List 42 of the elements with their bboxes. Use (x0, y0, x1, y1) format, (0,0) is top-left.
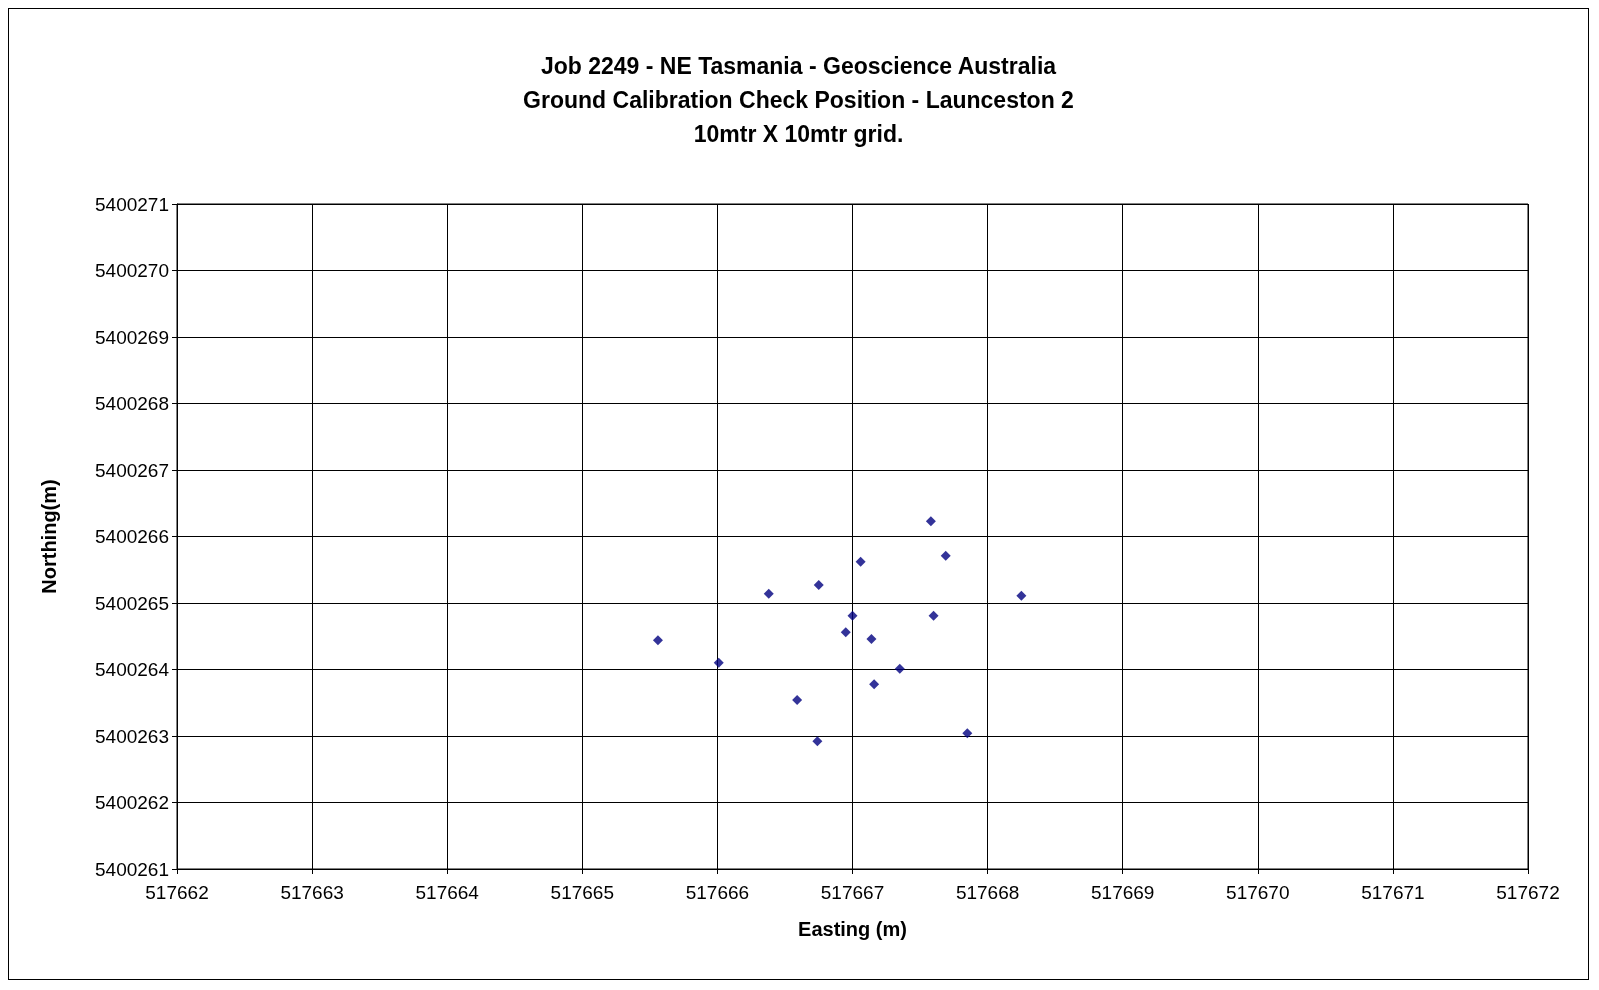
point (792, 695, 803, 706)
point (840, 627, 851, 638)
point (962, 728, 973, 739)
point (940, 550, 951, 561)
point (894, 663, 905, 674)
y-tick-label: 5400262 (95, 792, 169, 813)
point (925, 516, 936, 527)
point (652, 635, 663, 646)
y-axis-title: Northing(m) (38, 479, 60, 594)
point (812, 736, 823, 747)
x-tick-label: 517671 (1361, 882, 1425, 903)
y-tick-label: 5400267 (95, 459, 169, 481)
y-tick-label: 5400266 (95, 526, 169, 547)
point (928, 610, 939, 621)
x-tick-label: 517664 (415, 882, 480, 903)
point (713, 657, 724, 668)
point (763, 588, 774, 599)
y-tick-label: 5400271 (95, 193, 169, 215)
point (1016, 590, 1027, 601)
y-tick-label: 5400264 (95, 659, 170, 680)
y-tick-label: 5400261 (95, 858, 169, 880)
x-tick-label: 517668 (955, 882, 1020, 903)
point (855, 556, 866, 567)
x-tick-label: 517672 (1496, 882, 1560, 903)
y-tick-label: 5400270 (95, 260, 169, 281)
point (866, 633, 877, 644)
x-tick-label: 517670 (1226, 882, 1290, 903)
x-tick-label: 517665 (550, 882, 614, 903)
x-tick-label: 517669 (1091, 882, 1155, 903)
x-tick-label: 517667 (820, 882, 885, 903)
x-tick-label: 517663 (280, 882, 344, 903)
y-tick-label: 5400268 (95, 393, 169, 414)
y-tick-label: 5400269 (95, 326, 169, 348)
chart-title: Job 2249 - NE Tasmania - Geoscience Australia Ground Calibration Check Position - Launceston 2 10mtr X 10mtr grid. (523, 53, 1074, 147)
x-tick-label: 517666 (685, 882, 750, 903)
point (869, 679, 880, 690)
y-tick-label: 5400263 (95, 725, 169, 747)
x-axis-title: Easting (m) (798, 918, 907, 940)
y-tick-label: 5400265 (95, 592, 169, 614)
point (813, 580, 824, 591)
x-tick-label: 517662 (145, 882, 209, 903)
point (847, 610, 858, 621)
